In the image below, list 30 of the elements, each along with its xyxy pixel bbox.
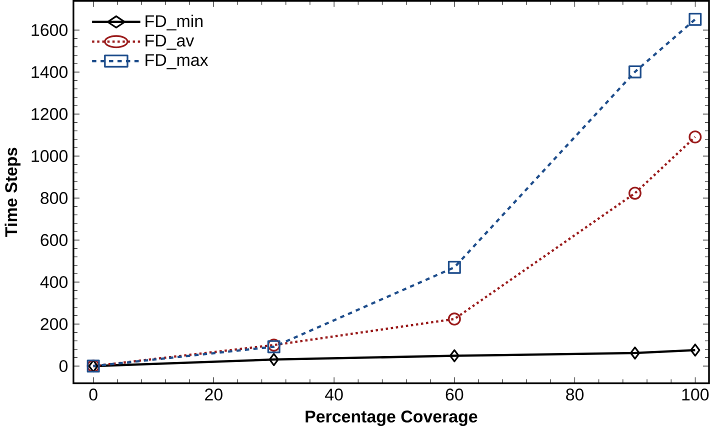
x-tick-label: 0 (89, 388, 98, 401)
point (628, 66, 642, 78)
x-tick-label: 20 (205, 388, 222, 401)
y-tick-label: 0 (59, 360, 68, 372)
y-axis-title: Time Steps (4, 148, 21, 238)
legend-label: FD_min (146, 14, 202, 31)
point (268, 353, 279, 366)
point (690, 344, 700, 357)
point (688, 13, 702, 26)
x-axis-title: Percentage Coverage (306, 410, 478, 426)
point (630, 346, 640, 360)
y-tick-label: 1400 (32, 66, 68, 78)
x-tick-label: 80 (566, 388, 584, 401)
x-tick-label: 100 (682, 388, 709, 401)
point (688, 130, 702, 144)
y-tick-label: 600 (40, 234, 68, 246)
point (448, 312, 461, 326)
point (628, 186, 642, 200)
point (449, 349, 460, 362)
y-tick-label: 1200 (32, 108, 68, 120)
x-tick-label: 40 (325, 388, 343, 401)
legend-label: FD_max (146, 54, 208, 70)
y-tick-label: 400 (40, 276, 68, 288)
x-tick-label: 60 (446, 388, 464, 401)
y-tick-label: 1000 (32, 150, 68, 162)
y-tick-label: 800 (40, 192, 68, 204)
legend-label: FD_av (146, 34, 194, 50)
point (448, 261, 461, 274)
y-tick-label: 1600 (32, 24, 68, 36)
y-tick-label: 200 (40, 318, 68, 330)
